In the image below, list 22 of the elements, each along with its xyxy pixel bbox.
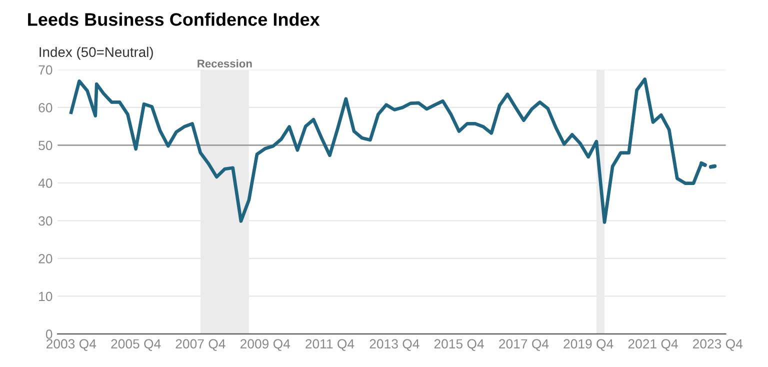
band-label: Recession xyxy=(198,59,252,68)
y-tick-label: 20 xyxy=(38,254,52,264)
y-axis-title: Index (50=Neutral) xyxy=(40,46,153,60)
y-tick-label: 50 xyxy=(38,140,52,150)
y-tick-label: 70 xyxy=(38,65,52,75)
x-tick-label: 2015 Q4 xyxy=(434,339,484,351)
y-tick-label: 60 xyxy=(38,103,52,112)
x-tick-label: 2007 Q4 xyxy=(176,339,226,351)
y-tick-label: 10 xyxy=(39,292,52,302)
x-tick-label: 2005 Q4 xyxy=(111,339,161,351)
chart-title: Leeds Business Confidence Index xyxy=(28,12,320,26)
x-tick-label: 2013 Q4 xyxy=(370,339,420,351)
y-tick-label: 30 xyxy=(38,216,52,226)
y-tick-label: 0 xyxy=(46,330,52,339)
x-tick-label: 2011 Q4 xyxy=(306,339,354,351)
x-tick-label: 2003 Q4 xyxy=(46,339,96,351)
x-tick-label: 2019 Q4 xyxy=(564,339,614,351)
y-tick-label: 40 xyxy=(38,178,52,188)
x-tick-label: 2017 Q4 xyxy=(499,339,549,351)
x-tick-label: 2021 Q4 xyxy=(628,339,678,351)
x-tick-label: 2023 Q4 xyxy=(692,339,743,351)
x-tick-label: 2009 Q4 xyxy=(240,339,290,351)
